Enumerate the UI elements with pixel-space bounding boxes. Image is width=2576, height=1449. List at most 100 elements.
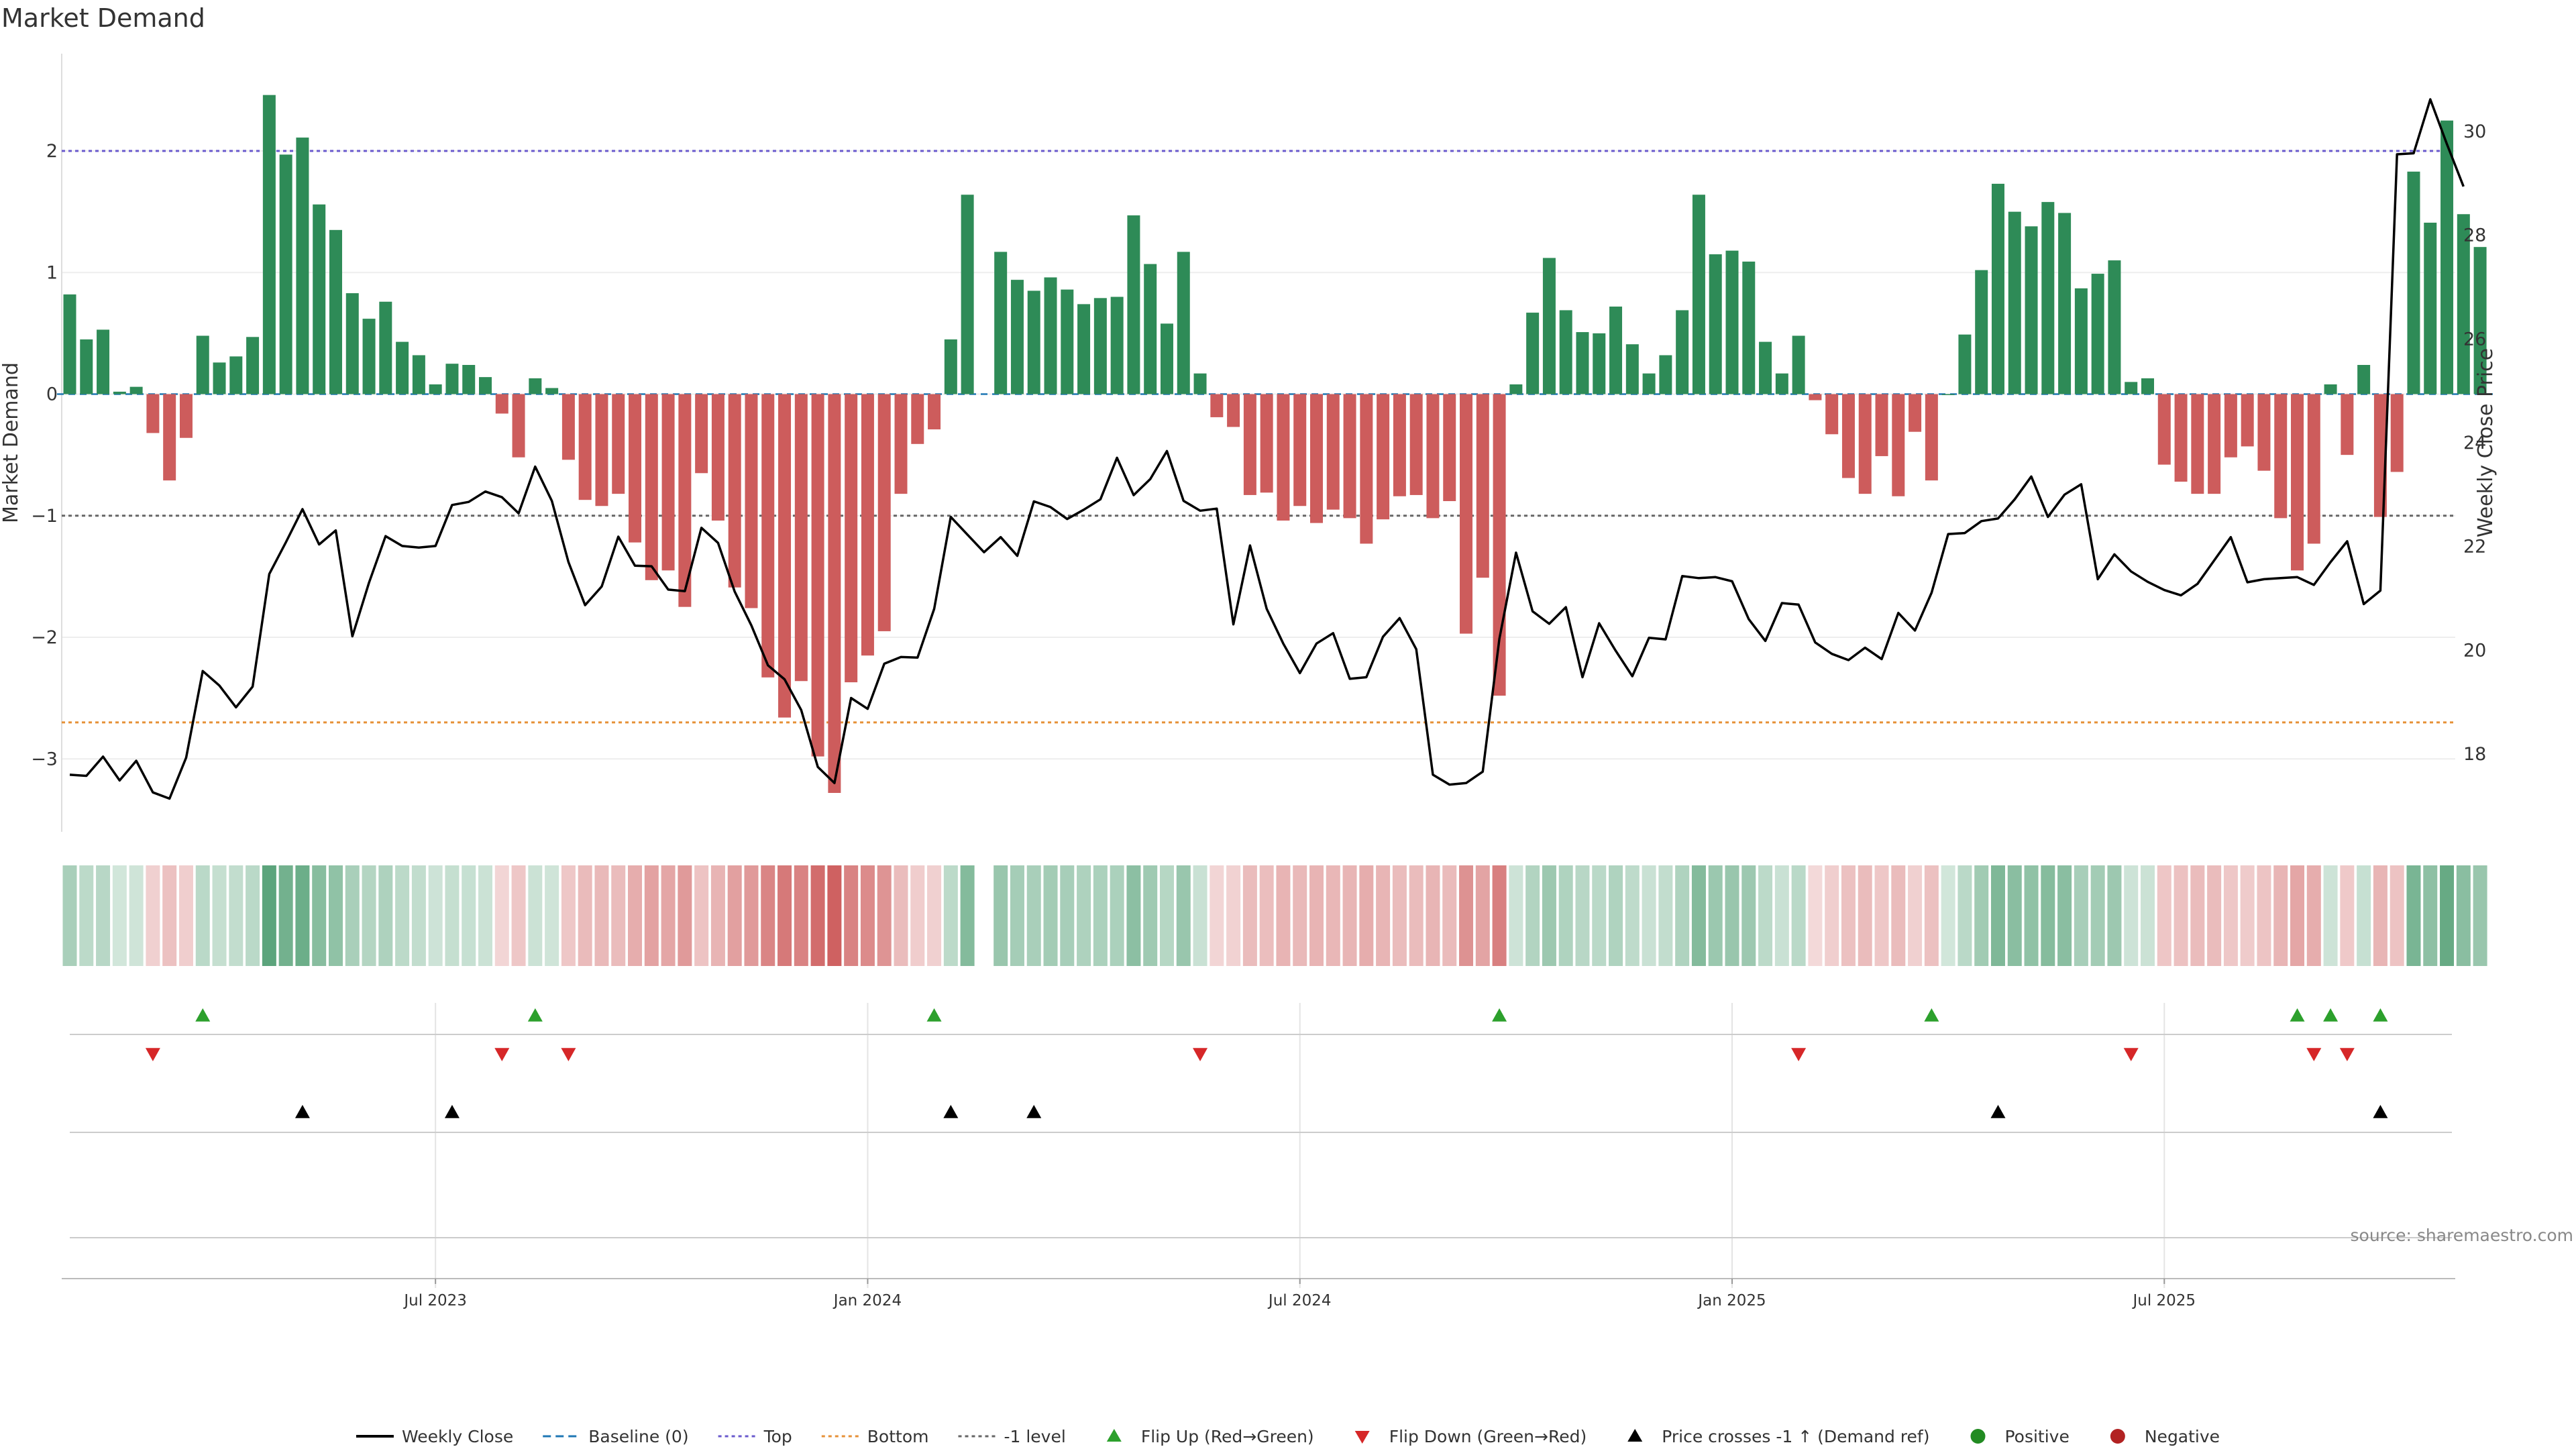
heat-cell	[943, 865, 958, 966]
negative-demand-bar	[2174, 394, 2188, 482]
left-tick-label: 1	[46, 262, 58, 283]
positive-demand-bar	[1144, 264, 1157, 394]
positive-demand-bar	[296, 138, 309, 394]
positive-demand-bar	[944, 339, 957, 394]
heat-cell	[1309, 865, 1324, 966]
grid	[61, 54, 2455, 1288]
heat-cell	[1193, 865, 1208, 966]
positive-demand-bar	[2025, 226, 2038, 394]
negative-demand-bar	[761, 394, 775, 678]
heat-cell	[2024, 865, 2039, 966]
positive-demand-bar	[1792, 335, 1805, 394]
positive-demand-bar	[1044, 277, 1057, 394]
heat-cell	[445, 865, 460, 966]
positive-demand-bar	[2407, 171, 2420, 394]
positive-demand-bar	[1958, 334, 1972, 394]
heat-cell	[1276, 865, 1291, 966]
legend-label-6: Flip Down (Green→Red)	[1389, 1427, 1587, 1446]
heat-cell	[96, 865, 111, 966]
heat-cell	[511, 865, 526, 966]
positive-demand-bar	[1027, 290, 1040, 394]
heat-cell	[1658, 865, 1673, 966]
weekly-close-line	[69, 98, 2465, 800]
positive-demand-bar	[262, 95, 276, 394]
heat-cell	[910, 865, 925, 966]
x-tick-label: Jul 2025	[2131, 1292, 2196, 1309]
positive-demand-bar	[1775, 373, 1788, 394]
heat-cell	[2290, 865, 2305, 966]
heat-cell	[1774, 865, 1789, 966]
source-note: source: sharemaestro.com	[2351, 1226, 2574, 1245]
heat-cell	[79, 865, 94, 966]
positive-demand-bar	[2108, 260, 2121, 394]
negative-demand-bar	[861, 394, 874, 656]
legend-label-4: -1 level	[1004, 1427, 1065, 1446]
negative-demand-bar	[1426, 394, 1440, 519]
heat-cell	[212, 865, 227, 966]
heat-cell	[960, 865, 975, 966]
negative-demand-bar	[745, 394, 758, 608]
negative-demand-bar	[2208, 394, 2221, 494]
heat-cell	[129, 865, 144, 966]
negative-demand-bar	[1227, 394, 1240, 427]
heat-cell	[2157, 865, 2171, 966]
heat-cell	[1908, 865, 1923, 966]
heat-cell	[827, 865, 842, 966]
heat-cell	[578, 865, 592, 966]
negative-demand-bar	[2241, 394, 2254, 447]
heat-cell	[295, 865, 310, 966]
heat-cell	[195, 865, 210, 966]
negative-demand-bar	[2157, 394, 2171, 465]
right-tick-label: 20	[2463, 640, 2486, 661]
negative-demand-bar	[1326, 394, 1340, 510]
negative-demand-bar	[1243, 394, 1256, 495]
heat-cell	[2174, 865, 2188, 966]
positive-demand-bar	[246, 337, 260, 394]
heat-cell	[1026, 865, 1041, 966]
positive-demand-bar	[1509, 384, 1523, 394]
heat-cell	[994, 865, 1008, 966]
heat-cell	[2340, 865, 2355, 966]
positive-demand-bar	[462, 365, 476, 394]
positive-demand-bar	[2324, 384, 2337, 394]
heat-cell	[494, 865, 509, 966]
negative-demand-bar	[1377, 394, 1390, 520]
heat-cell	[2223, 865, 2238, 966]
negative-demand-bar	[645, 394, 658, 580]
heat-cell	[1326, 865, 1340, 966]
negative-demand-bar	[1875, 394, 1888, 456]
negative-demand-bar	[728, 394, 741, 588]
right-tick-label: 30	[2463, 121, 2486, 142]
heat-cell	[2190, 865, 2205, 966]
negative-demand-bar	[1892, 394, 1905, 496]
heat-cell	[395, 865, 410, 966]
negative-demand-bar	[2390, 394, 2404, 472]
x-axis: Jul 2023 Jan 2024 Jul 2024 Jan 2025 Jul 2025	[62, 1278, 2455, 1309]
heat-cell	[1226, 865, 1241, 966]
negative-demand-bar	[1841, 394, 1855, 478]
negative-demand-bar	[1210, 394, 1224, 417]
legend-label-7: Price crosses -1 ↑ (Demand ref)	[1662, 1427, 1929, 1446]
right-axis-label: Weekly Close Price	[2474, 348, 2498, 537]
positive-demand-bar	[1659, 355, 1672, 394]
flip-down-marker	[561, 1048, 576, 1061]
heat-cell	[1941, 865, 1955, 966]
positive-demand-bar	[2058, 213, 2072, 394]
legend-label-1: Baseline (0)	[588, 1427, 688, 1446]
flip-up-marker	[926, 1008, 942, 1022]
positive-demand-bar	[2041, 202, 2055, 394]
positive-demand-bar	[2357, 365, 2371, 394]
positive-demand-bar	[1110, 297, 1124, 394]
legend-symbol-5	[1106, 1429, 1122, 1442]
positive-demand-bar	[994, 252, 1008, 394]
negative-demand-bar	[1409, 394, 1423, 495]
flip-up-marker	[2290, 1008, 2305, 1022]
heat-cell	[2390, 865, 2404, 966]
positive-demand-bar	[113, 391, 126, 394]
chart-title: Market Demand	[1, 3, 205, 33]
heat-cell	[2456, 865, 2471, 966]
positive-demand-bar	[2440, 120, 2454, 394]
negative-demand-bar	[612, 394, 625, 494]
positive-demand-bar	[329, 229, 342, 394]
x-tick-label: Jan 2025	[1697, 1292, 1766, 1309]
